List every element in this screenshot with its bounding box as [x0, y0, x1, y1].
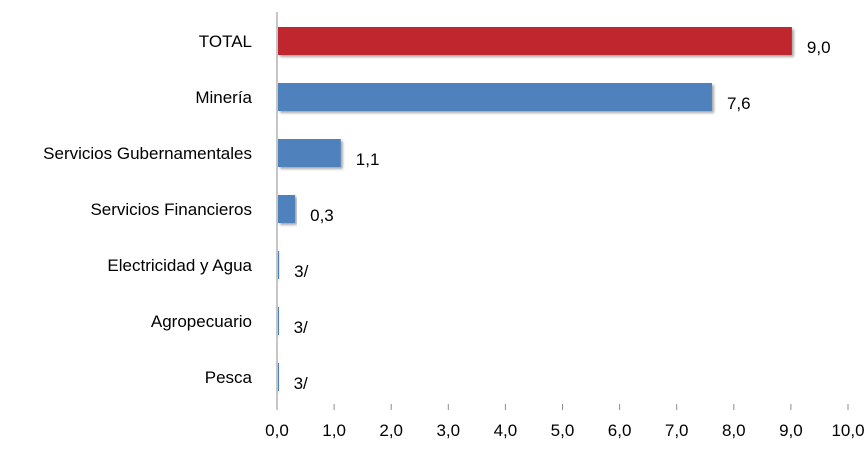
x-tick-label-0: 0,0 [265, 421, 289, 440]
category-label-servicios-gubernamentales: Servicios Gubernamentales [43, 144, 252, 163]
data-label-servicios-gubernamentales: 1,1 [356, 150, 380, 169]
labels-layer: TOTAL 9,0 Minería 7,6 Servicios Gubernamenta… [43, 32, 864, 440]
bar-total [278, 27, 792, 55]
bar-servicios-gubernamentales [278, 139, 341, 167]
category-label-mineria: Minería [195, 88, 252, 107]
axes-layer [276, 12, 849, 410]
x-tick-label-3: 3,0 [436, 421, 460, 440]
x-tick-label-1: 1,0 [322, 421, 346, 440]
category-label-pesca: Pesca [205, 368, 253, 387]
x-tick-label-9: 9,0 [779, 421, 803, 440]
data-label-mineria: 7,6 [727, 94, 751, 113]
x-tick-label-7: 7,0 [665, 421, 689, 440]
category-label-total: TOTAL [199, 32, 252, 51]
bar-agropecuario [278, 307, 279, 335]
data-label-servicios-financieros: 0,3 [310, 206, 334, 225]
category-label-servicios-financieros: Servicios Financieros [90, 200, 252, 219]
data-label-total: 9,0 [807, 38, 831, 57]
x-tick-label-8: 8,0 [722, 421, 746, 440]
x-tick-label-5: 5,0 [551, 421, 575, 440]
data-label-electricidad-y-agua: 3/ [294, 262, 308, 281]
x-tick-label-6: 6,0 [608, 421, 632, 440]
data-label-agropecuario: 3/ [294, 318, 308, 337]
bar-electricidad-y-agua [278, 251, 280, 279]
bar-mineria [278, 83, 712, 111]
x-tick-label-10: 10,0 [831, 421, 864, 440]
category-label-agropecuario: Agropecuario [151, 312, 252, 331]
category-label-electricidad-y-agua: Electricidad y Agua [107, 256, 252, 275]
bars-layer [278, 27, 792, 391]
x-tick-label-4: 4,0 [494, 421, 518, 440]
data-label-pesca: 3/ [294, 374, 308, 393]
bar-pesca [278, 363, 279, 391]
bar-servicios-financieros [278, 195, 296, 223]
x-tick-label-2: 2,0 [379, 421, 403, 440]
